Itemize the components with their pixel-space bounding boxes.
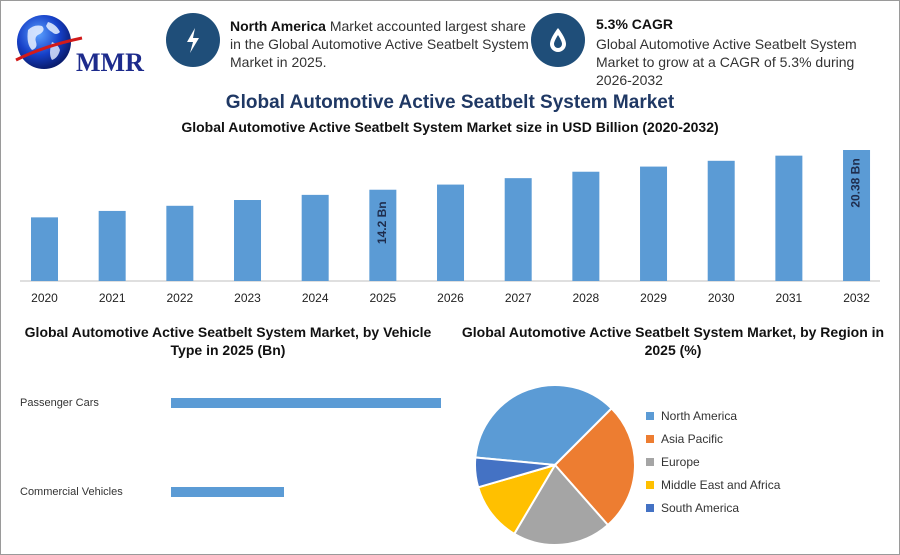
legend-item: Europe — [646, 450, 780, 473]
bar-2031 — [775, 155, 803, 281]
legend-swatch — [646, 480, 654, 489]
logo-text: MMR — [76, 48, 144, 77]
info-right-title: 5.3% CAGR — [596, 16, 674, 32]
info-left-bold: North America — [230, 18, 326, 34]
vehicle-type-bar — [171, 487, 285, 497]
x-tick-label: 2024 — [302, 291, 329, 305]
x-tick-label: 2020 — [31, 291, 58, 305]
mmr-logo: MMR — [14, 8, 144, 83]
bar-2030 — [707, 160, 735, 281]
bar-2025 — [369, 189, 397, 281]
bar-2024 — [301, 194, 329, 281]
pie-slice-south-america — [474, 456, 556, 489]
legend-label: Europe — [661, 454, 700, 469]
market-size-bar-chart: 2020 2021 2022 2023 2024 2025 14.2 Bn 2026 2027 2… — [20, 150, 880, 305]
region-chart-title: Global Automotive Active Seatbelt System… — [461, 324, 885, 358]
bar-2029 — [640, 166, 668, 281]
info-left-text: Market accounted largest share in the Gl… — [230, 18, 529, 70]
lightning-badge — [166, 13, 220, 67]
bar-2026 — [437, 184, 465, 281]
legend-label: Middle East and Africa — [661, 477, 781, 492]
legend-item: North America — [646, 404, 780, 427]
x-tick-label: 2025 — [369, 291, 396, 305]
x-tick-label: 2022 — [166, 291, 193, 305]
x-tick-label: 2023 — [234, 291, 261, 305]
region-pie-chart — [474, 384, 636, 546]
page-title: Global Automotive Active Seatbelt System… — [225, 92, 675, 113]
drop-icon — [550, 28, 566, 52]
bar-2032 — [843, 150, 871, 281]
lightning-icon — [187, 28, 199, 53]
x-tick-label: 2027 — [505, 291, 532, 305]
region-legend: North America Asia Pacific Europe Middle Ea… — [646, 404, 780, 519]
legend-swatch — [646, 411, 654, 420]
x-tick-label: 2028 — [573, 291, 600, 305]
legend-item: Middle East and Africa — [646, 473, 780, 496]
x-tick-label: 2031 — [776, 291, 803, 305]
x-tick-label: 2021 — [99, 291, 126, 305]
vehicle-type-label: Commercial Vehicles — [20, 486, 123, 498]
legend-swatch — [646, 457, 654, 466]
pie-slice-asia-pacific — [553, 407, 636, 527]
bar-2022 — [166, 205, 194, 281]
bar-2021 — [98, 210, 126, 281]
legend-label: South America — [661, 500, 740, 515]
globe-logo-icon — [15, 15, 83, 69]
bar-2028 — [572, 171, 600, 281]
legend-item: South America — [646, 496, 780, 519]
bar-chart-title: Global Automotive Active Seatbelt System… — [181, 119, 719, 135]
vehicle-type-chart-title: Global Automotive Active Seatbelt System… — [24, 324, 432, 358]
x-tick-label: 2029 — [640, 291, 667, 305]
vehicle-type-label: Passenger Cars — [20, 397, 99, 409]
bar-2027 — [504, 178, 532, 281]
info-cagr: 5.3% CAGR Global Automotive Active Seatb… — [596, 15, 886, 89]
x-tick-label: 2026 — [437, 291, 464, 305]
legend-label: North America — [661, 408, 738, 423]
vehicle-type-bar — [171, 398, 441, 408]
data-label-2025: 14.2 Bn — [375, 201, 389, 244]
x-tick-label: 2032 — [843, 291, 870, 305]
info-right-text: Global Automotive Active Seatbelt System… — [596, 36, 857, 88]
bar-2023 — [234, 200, 262, 281]
legend-swatch — [646, 503, 654, 512]
x-tick-label: 2030 — [708, 291, 735, 305]
pie-slice-north-america — [474, 384, 613, 467]
bar-2020 — [31, 217, 58, 281]
drop-badge — [531, 13, 585, 67]
legend-item: Asia Pacific — [646, 427, 780, 450]
legend-label: Asia Pacific — [661, 431, 724, 446]
pie-slice-europe — [512, 463, 610, 546]
info-north-america: North America Market accounted largest s… — [230, 17, 530, 71]
legend-swatch — [646, 434, 654, 443]
data-label-2032: 20.38 Bn — [849, 158, 863, 207]
